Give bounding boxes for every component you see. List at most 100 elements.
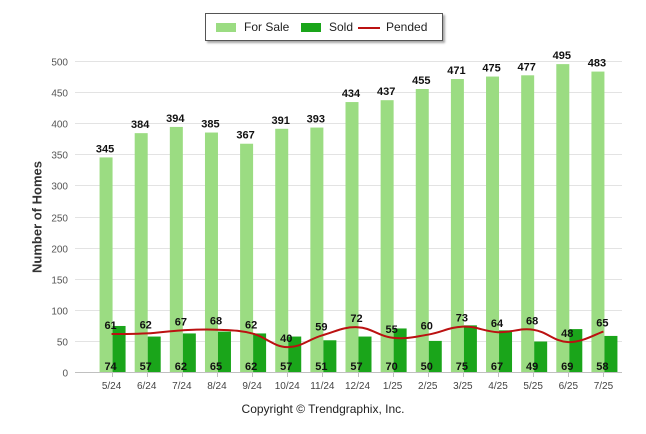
y-axis-ticks: 0 50 100 150 200 250 300 350 400 450 500 <box>51 58 68 380</box>
sold-bar <box>393 328 407 372</box>
sold-labels: 74 57 62 65 62 57 51 57 70 50 75 67 49 69 58 <box>104 361 608 373</box>
for-sale-value-label: 483 <box>588 58 606 70</box>
y-tick-label: 150 <box>51 276 68 287</box>
for-sale-value-label: 455 <box>412 75 430 87</box>
pended-value-label: 67 <box>175 316 187 328</box>
x-tick-label: 6/25 <box>559 381 579 392</box>
x-tick-label: 12/24 <box>345 381 370 392</box>
for-sale-bar <box>99 157 113 372</box>
for-sale-bar <box>521 75 535 372</box>
sold-bar <box>147 336 161 372</box>
sold-bar <box>358 336 372 372</box>
y-tick-label: 100 <box>51 307 68 318</box>
y-tick-label: 300 <box>51 182 68 193</box>
pended-labels: 61 62 67 68 62 40 59 72 55 60 73 64 68 48 65 <box>104 313 608 346</box>
x-tick-label: 7/25 <box>594 381 614 392</box>
sold-bars <box>112 325 618 372</box>
x-tick-label: 2/25 <box>418 381 438 392</box>
for-sale-value-label: 345 <box>96 143 114 155</box>
y-tick-label: 0 <box>62 369 68 380</box>
legend-label-for-sale: For Sale <box>244 20 290 34</box>
for-sale-bar <box>310 127 324 372</box>
pended-line <box>111 325 604 349</box>
y-tick-label: 450 <box>51 89 68 100</box>
y-axis-title: Number of Homes <box>29 161 45 273</box>
for-sale-bar <box>169 126 183 372</box>
for-sale-bar <box>204 132 218 372</box>
sold-value-label: 50 <box>421 361 433 373</box>
for-sale-value-label: 434 <box>342 88 361 100</box>
sold-value-label: 70 <box>386 361 398 373</box>
sold-value-label: 74 <box>104 361 117 373</box>
sold-value-label: 67 <box>491 361 503 373</box>
pended-value-label: 62 <box>140 319 152 331</box>
sold-value-label: 62 <box>245 361 257 373</box>
for-sale-bar <box>450 79 464 373</box>
legend-swatch-for-sale <box>216 23 236 32</box>
for-sale-bar <box>591 71 605 372</box>
x-tick-label: 5/24 <box>102 381 122 392</box>
pended-value-label: 61 <box>104 320 116 332</box>
x-tick-label: 6/24 <box>137 381 157 392</box>
pended-value-label: 48 <box>561 328 573 340</box>
y-tick-label: 250 <box>51 214 68 225</box>
pended-value-label: 40 <box>280 333 292 345</box>
y-tick-label: 500 <box>51 58 68 69</box>
x-tick-label: 8/24 <box>207 381 227 392</box>
sold-value-label: 49 <box>526 361 538 373</box>
y-tick-label: 50 <box>57 338 69 349</box>
pended-value-label: 62 <box>245 319 257 331</box>
pended-value-label: 72 <box>350 313 362 325</box>
x-tick-label: 3/25 <box>453 381 473 392</box>
for-sale-value-label: 385 <box>201 119 219 131</box>
for-sale-bar <box>275 128 289 372</box>
for-sale-value-label: 391 <box>272 115 290 127</box>
for-sale-value-label: 477 <box>517 61 535 73</box>
for-sale-value-label: 495 <box>553 50 571 62</box>
for-sale-bar <box>345 102 359 372</box>
sold-value-label: 57 <box>280 361 292 373</box>
for-sale-bar <box>556 64 570 373</box>
pended-value-label: 59 <box>315 321 327 333</box>
pended-value-label: 68 <box>526 316 538 328</box>
legend-swatch-pended <box>358 27 380 29</box>
x-tick-label: 10/24 <box>275 381 300 392</box>
pended-value-label: 60 <box>421 321 433 333</box>
y-tick-label: 400 <box>51 120 68 131</box>
sold-value-label: 65 <box>210 361 222 373</box>
for-sale-value-label: 393 <box>307 114 325 126</box>
for-sale-bar <box>380 100 394 372</box>
pended-value-label: 55 <box>386 324 398 336</box>
x-tick-label: 5/25 <box>523 381 543 392</box>
for-sale-bar <box>415 88 429 373</box>
y-tick-label: 200 <box>51 245 68 256</box>
sold-value-label: 62 <box>175 361 187 373</box>
x-tick-label: 7/24 <box>172 381 192 392</box>
sold-value-label: 69 <box>561 361 573 373</box>
sold-value-label: 51 <box>315 361 327 373</box>
legend-label-sold: Sold <box>329 20 354 34</box>
for-sale-bars <box>99 64 605 373</box>
for-sale-labels: 345 384 394 385 367 391 393 434 437 455 471 475 477 4… <box>96 50 606 155</box>
sold-value-label: 57 <box>140 361 152 373</box>
for-sale-bar <box>240 143 254 372</box>
x-axis-ticks: 5/24 6/24 7/24 8/24 9/24 10/24 11/24 12/24 1/25 2… <box>102 372 614 392</box>
x-tick-label: 4/25 <box>488 381 508 392</box>
x-tick-label: 1/25 <box>383 381 403 392</box>
sold-bar <box>217 331 231 372</box>
sold-bar <box>428 340 442 372</box>
sold-bar <box>463 325 477 372</box>
for-sale-bar <box>486 76 500 373</box>
sold-value-label: 57 <box>350 361 362 373</box>
sold-bar <box>534 341 548 372</box>
pended-value-label: 73 <box>456 313 468 325</box>
legend: For Sale Sold Pended <box>205 13 443 41</box>
for-sale-value-label: 394 <box>166 113 185 125</box>
for-sale-value-label: 437 <box>377 86 395 98</box>
legend-swatch-sold <box>301 23 321 32</box>
x-tick-label: 11/24 <box>310 381 335 392</box>
sold-bar <box>253 333 267 372</box>
sold-bar <box>182 333 196 372</box>
x-tick-label: 9/24 <box>242 381 262 392</box>
